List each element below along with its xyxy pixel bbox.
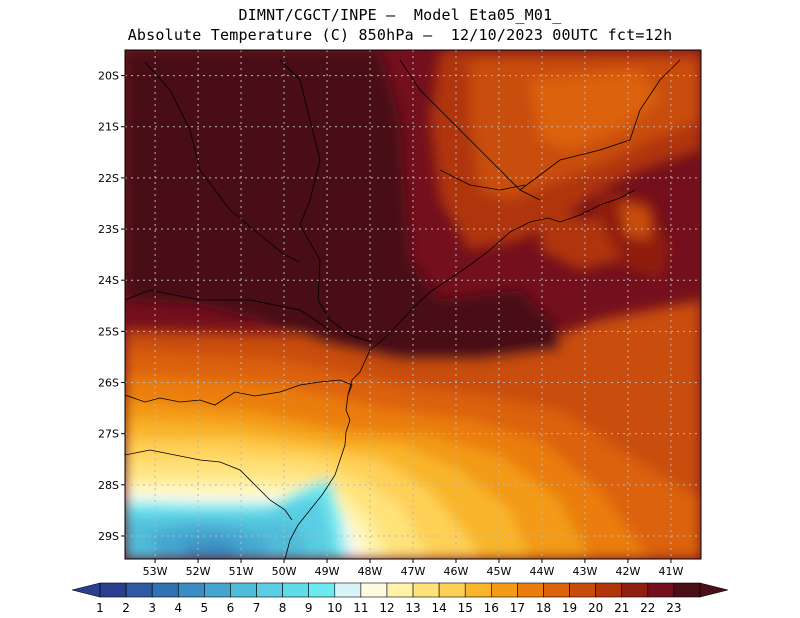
lat-label: 25S xyxy=(98,325,119,338)
colorbar-swatch xyxy=(386,582,414,598)
colorbar-label: 23 xyxy=(666,601,681,615)
colorbar-label: 10 xyxy=(327,601,342,615)
colorbar-label: 16 xyxy=(484,601,499,615)
lon-label: 49W xyxy=(315,565,340,578)
lon-label: 43W xyxy=(573,565,598,578)
colorbar-swatch xyxy=(543,582,570,598)
longitude-labels: 53W 52W 51W 50W 49W 48W 47W 46W 45W 44W 43W 42W 41W xyxy=(143,559,683,578)
colorbar-swatch xyxy=(360,582,388,598)
colorbar-arrow-high xyxy=(699,582,729,598)
colorbar-swatch xyxy=(230,582,257,598)
colorbar-label: 20 xyxy=(588,601,603,615)
colorbar-label: 15 xyxy=(458,601,473,615)
colorbar-label: 3 xyxy=(148,601,156,615)
lat-label: 23S xyxy=(98,223,119,236)
lon-label: 53W xyxy=(143,565,168,578)
lon-label: 50W xyxy=(272,565,297,578)
map-boundaries xyxy=(125,59,681,559)
colorbar-swatch xyxy=(464,582,492,598)
lon-label: 41W xyxy=(658,565,683,578)
colorbar-label: 14 xyxy=(431,601,446,615)
colorbar-swatch xyxy=(647,582,675,598)
lon-label: 42W xyxy=(615,565,640,578)
colorbar-swatch xyxy=(282,582,309,598)
colorbar-swatch xyxy=(204,582,231,598)
lon-label: 47W xyxy=(401,565,426,578)
lon-label: 46W xyxy=(444,565,469,578)
colorbar-label: 6 xyxy=(227,601,235,615)
colorbar-swatch xyxy=(517,582,544,598)
colorbar-arrow-low xyxy=(71,582,101,598)
colorbar-swatch xyxy=(438,582,466,598)
lon-label: 45W xyxy=(487,565,512,578)
colorbar-swatch xyxy=(491,582,518,598)
lon-label: 48W xyxy=(358,565,383,578)
colorbar-swatch xyxy=(673,582,701,598)
colorbar-label: 22 xyxy=(640,601,655,615)
latitude-labels: 20S 21S 22S 23S 24S 25S 26S 27S 28S 29S xyxy=(98,70,125,543)
colorbar-label: 19 xyxy=(562,601,577,615)
colorbar-label: 18 xyxy=(536,601,551,615)
colorbar: 1 2 3 4 5 6 7 8 9 10 11 12 13 14 15 16 17 18 19 20 21 22 23 xyxy=(71,582,729,615)
colorbar-label: 13 xyxy=(405,601,420,615)
colorbar-swatch xyxy=(569,582,596,598)
colorbar-label: 4 xyxy=(174,601,182,615)
colorbar-label: 11 xyxy=(353,601,368,615)
colorbar-swatch xyxy=(256,582,283,598)
colorbar-swatch xyxy=(621,582,649,598)
temperature-field xyxy=(125,50,701,559)
map-gridlines xyxy=(125,50,701,559)
colorbar-swatch xyxy=(412,582,440,598)
lon-label: 51W xyxy=(229,565,254,578)
lon-label: 52W xyxy=(186,565,211,578)
colorbar-label: 5 xyxy=(201,601,209,615)
lat-label: 24S xyxy=(98,274,119,287)
colorbar-label: 2 xyxy=(122,601,130,615)
lat-label: 22S xyxy=(98,172,119,185)
colorbar-label: 17 xyxy=(510,601,525,615)
colorbar-swatch xyxy=(308,582,336,598)
colorbar-label: 9 xyxy=(305,601,313,615)
colorbar-label: 12 xyxy=(379,601,394,615)
colorbar-swatch xyxy=(595,582,623,598)
colorbar-swatch xyxy=(125,582,153,598)
map-title-line1: DIMNT/CGCT/INPE – Model Eta05_M01_ xyxy=(238,6,562,24)
colorbar-swatch xyxy=(177,582,205,598)
colorbar-label: 8 xyxy=(279,601,287,615)
colorbar-label: 21 xyxy=(614,601,629,615)
lat-label: 26S xyxy=(98,377,119,390)
colorbar-swatch xyxy=(151,582,179,598)
colorbar-label: 7 xyxy=(253,601,261,615)
map-title-line2: Absolute Temperature (C) 850hPa – 12/10/… xyxy=(127,26,673,44)
lat-label: 20S xyxy=(98,70,119,83)
colorbar-label: 1 xyxy=(96,601,104,615)
lat-label: 27S xyxy=(98,428,119,441)
lat-label: 29S xyxy=(98,530,119,543)
lat-label: 28S xyxy=(98,479,119,492)
lon-label: 44W xyxy=(530,565,555,578)
colorbar-swatch xyxy=(334,582,362,598)
colorbar-swatch xyxy=(99,582,127,598)
lat-label: 21S xyxy=(98,121,119,134)
